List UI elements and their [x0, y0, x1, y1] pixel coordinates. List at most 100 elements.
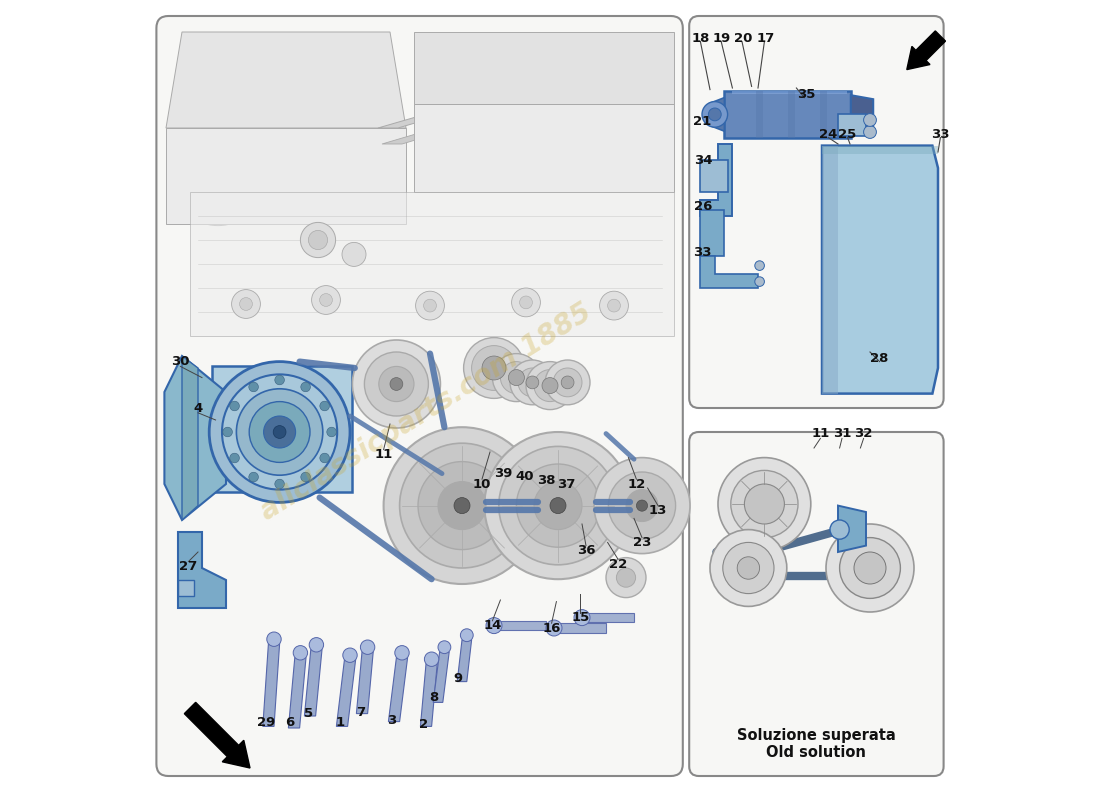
Circle shape: [553, 368, 582, 397]
Circle shape: [320, 294, 332, 306]
Circle shape: [534, 370, 566, 402]
Polygon shape: [838, 506, 866, 552]
Text: 33: 33: [931, 128, 949, 141]
Circle shape: [730, 470, 798, 538]
Polygon shape: [414, 104, 674, 192]
Circle shape: [378, 366, 414, 402]
Text: 33: 33: [693, 246, 712, 258]
Text: 21: 21: [693, 115, 711, 128]
Polygon shape: [582, 613, 634, 622]
Text: 15: 15: [571, 611, 590, 624]
Circle shape: [864, 126, 877, 138]
Polygon shape: [701, 256, 758, 288]
Circle shape: [179, 138, 256, 214]
Polygon shape: [178, 532, 226, 608]
Circle shape: [232, 290, 261, 318]
Circle shape: [607, 299, 620, 312]
Circle shape: [264, 416, 296, 448]
Circle shape: [755, 277, 764, 286]
FancyBboxPatch shape: [690, 16, 944, 408]
Polygon shape: [821, 91, 827, 138]
Circle shape: [830, 520, 849, 539]
Polygon shape: [757, 91, 762, 138]
Polygon shape: [710, 98, 725, 131]
Text: 23: 23: [632, 536, 651, 549]
Circle shape: [498, 446, 617, 565]
Circle shape: [320, 402, 329, 411]
Circle shape: [594, 458, 690, 554]
Text: 20: 20: [735, 32, 752, 45]
Polygon shape: [211, 366, 352, 492]
Polygon shape: [554, 623, 606, 633]
Text: 35: 35: [796, 88, 815, 101]
Circle shape: [737, 557, 760, 579]
Text: 11: 11: [812, 427, 829, 440]
Text: allclassicparts.com 1885: allclassicparts.com 1885: [255, 298, 596, 526]
Circle shape: [710, 530, 786, 606]
Text: 9: 9: [453, 672, 463, 685]
Circle shape: [364, 352, 428, 416]
Circle shape: [223, 427, 232, 437]
Circle shape: [267, 632, 282, 646]
Polygon shape: [822, 146, 938, 394]
Circle shape: [275, 375, 285, 385]
Polygon shape: [822, 146, 938, 154]
Text: 13: 13: [649, 504, 668, 517]
Circle shape: [526, 376, 539, 389]
Text: 5: 5: [304, 707, 313, 720]
Circle shape: [361, 640, 375, 654]
Circle shape: [194, 152, 242, 200]
Circle shape: [454, 498, 470, 514]
Polygon shape: [701, 144, 733, 216]
Text: 16: 16: [542, 622, 561, 634]
Circle shape: [500, 362, 532, 394]
Text: 22: 22: [609, 558, 627, 570]
FancyBboxPatch shape: [156, 16, 683, 776]
Polygon shape: [263, 644, 279, 726]
Circle shape: [230, 401, 240, 411]
FancyArrow shape: [906, 31, 946, 70]
Circle shape: [708, 108, 722, 121]
Polygon shape: [789, 91, 795, 138]
Circle shape: [745, 484, 784, 524]
Text: 11: 11: [374, 448, 393, 461]
Polygon shape: [305, 650, 322, 716]
Polygon shape: [701, 160, 727, 192]
Text: 38: 38: [537, 474, 556, 486]
Text: 27: 27: [179, 560, 198, 573]
Polygon shape: [822, 146, 838, 394]
Polygon shape: [356, 652, 373, 714]
Circle shape: [384, 427, 540, 584]
Circle shape: [209, 362, 350, 502]
Circle shape: [308, 230, 328, 250]
Circle shape: [864, 114, 877, 126]
Text: 14: 14: [483, 619, 502, 632]
Circle shape: [508, 370, 525, 386]
Circle shape: [273, 426, 286, 438]
Circle shape: [512, 288, 540, 317]
Circle shape: [550, 498, 566, 514]
Text: 7: 7: [355, 706, 365, 718]
Text: 32: 32: [855, 427, 872, 440]
Text: 10: 10: [473, 478, 492, 490]
Circle shape: [606, 558, 646, 598]
Circle shape: [230, 453, 240, 462]
Circle shape: [542, 378, 558, 394]
Polygon shape: [458, 640, 472, 682]
Circle shape: [425, 652, 439, 666]
Circle shape: [493, 354, 540, 402]
Text: 37: 37: [557, 478, 575, 490]
Circle shape: [461, 629, 473, 642]
Text: 19: 19: [713, 32, 732, 45]
Circle shape: [854, 552, 886, 584]
Circle shape: [249, 382, 258, 392]
Polygon shape: [166, 32, 406, 128]
Polygon shape: [420, 664, 437, 726]
Text: 25: 25: [838, 128, 857, 141]
Polygon shape: [388, 658, 408, 722]
Circle shape: [320, 453, 329, 462]
Polygon shape: [701, 210, 725, 256]
Circle shape: [546, 360, 590, 405]
Circle shape: [222, 374, 338, 490]
FancyArrow shape: [185, 702, 250, 768]
